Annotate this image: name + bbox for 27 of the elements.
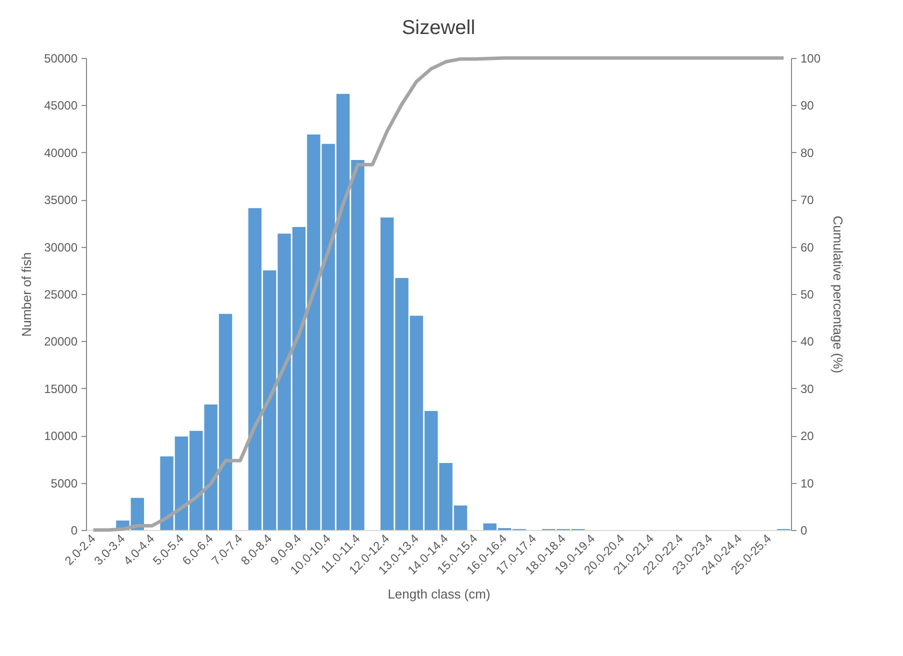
y2-tick-label: 20 [800, 429, 814, 444]
chart-title: Sizewell [402, 17, 476, 39]
y2-tick-label: 10 [800, 476, 814, 490]
y2-tick-label: 50 [800, 288, 814, 302]
y2-tick-label: 70 [800, 193, 814, 208]
y-tick-label: 10000 [44, 429, 78, 444]
y2-tick-label: 100 [800, 52, 821, 66]
y2-tick-label: 0 [800, 524, 808, 538]
y-axis-title: Number of fish [19, 252, 34, 337]
y2-tick-label: 30 [800, 382, 814, 396]
y2-tick-label: 60 [800, 240, 814, 254]
y-tick-label: 35000 [44, 193, 78, 208]
y-tick-label: 45000 [44, 98, 78, 113]
y-tick-label: 5000 [50, 476, 78, 490]
x-axis-title: Length class (cm) [388, 586, 490, 602]
y2-axis-title: Cumulative percentage (%) [830, 216, 846, 374]
y-tick-label: 20000 [44, 334, 78, 349]
y-tick-label: 25000 [44, 288, 78, 302]
y2-tick-label: 80 [800, 146, 814, 160]
y-tick-label: 40000 [44, 146, 78, 160]
y-tick-label: 0 [70, 524, 78, 538]
line-series [92, 56, 786, 532]
y-tick-label: 50000 [44, 52, 78, 66]
y-tick-label: 15000 [44, 382, 78, 396]
y-tick-label: 30000 [44, 240, 78, 254]
y2-tick-label: 40 [800, 334, 814, 349]
y2-tick-label: 90 [800, 98, 814, 113]
